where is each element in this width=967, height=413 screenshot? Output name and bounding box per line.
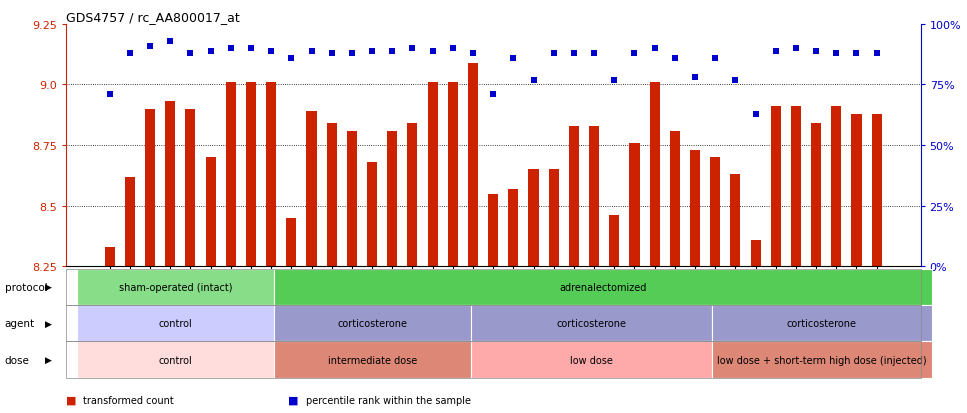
Text: ■: ■: [66, 394, 76, 405]
Text: agent: agent: [5, 318, 35, 328]
Text: low dose + short-term high dose (injected): low dose + short-term high dose (injecte…: [718, 355, 926, 365]
Point: [365, 48, 380, 55]
Text: sham-operated (intact): sham-operated (intact): [119, 282, 232, 292]
Point: [485, 92, 501, 98]
Bar: [246, 83, 256, 267]
Bar: [448, 83, 457, 267]
Text: control: control: [159, 318, 192, 328]
Bar: [750, 240, 761, 267]
Bar: [529, 170, 539, 267]
Bar: [387, 131, 397, 267]
Point: [142, 43, 158, 50]
Bar: [165, 102, 175, 267]
Bar: [871, 114, 882, 267]
Bar: [852, 114, 862, 267]
Text: low dose: low dose: [571, 355, 613, 365]
Point: [425, 48, 440, 55]
Point: [102, 92, 117, 98]
Text: GDS4757 / rc_AA800017_at: GDS4757 / rc_AA800017_at: [66, 11, 240, 24]
Bar: [832, 107, 841, 267]
Text: intermediate dose: intermediate dose: [328, 355, 417, 365]
Bar: [125, 177, 134, 267]
Bar: [206, 158, 216, 267]
Text: protocol: protocol: [5, 282, 47, 292]
Point: [606, 77, 622, 84]
Point: [808, 48, 824, 55]
Bar: [670, 131, 680, 267]
Point: [526, 77, 542, 84]
Bar: [367, 163, 377, 267]
Point: [829, 50, 844, 57]
Point: [586, 50, 601, 57]
Point: [566, 50, 581, 57]
Text: ■: ■: [288, 394, 299, 405]
Bar: [730, 175, 741, 267]
Text: control: control: [159, 355, 192, 365]
Point: [283, 55, 299, 62]
Bar: [589, 126, 600, 267]
Point: [869, 50, 885, 57]
Bar: [266, 83, 277, 267]
Text: adrenalectomized: adrenalectomized: [559, 282, 647, 292]
Point: [849, 50, 864, 57]
Point: [203, 48, 219, 55]
Bar: [488, 194, 498, 267]
Text: corticosterone: corticosterone: [787, 318, 857, 328]
Bar: [771, 107, 780, 267]
Point: [727, 77, 743, 84]
Bar: [509, 189, 518, 267]
Bar: [327, 124, 337, 267]
Bar: [690, 151, 700, 267]
Point: [405, 46, 421, 52]
Point: [183, 50, 198, 57]
Point: [344, 50, 360, 57]
Point: [747, 111, 763, 118]
Bar: [468, 64, 478, 267]
Point: [708, 55, 723, 62]
Text: dose: dose: [5, 355, 30, 365]
Point: [304, 48, 319, 55]
Bar: [548, 170, 559, 267]
Point: [162, 38, 178, 45]
Point: [647, 46, 662, 52]
Point: [688, 75, 703, 81]
Bar: [286, 218, 296, 267]
Point: [768, 48, 783, 55]
Text: corticosterone: corticosterone: [557, 318, 627, 328]
Point: [788, 46, 804, 52]
Bar: [145, 109, 155, 267]
Bar: [569, 126, 579, 267]
Bar: [791, 107, 801, 267]
Text: corticosterone: corticosterone: [337, 318, 408, 328]
Text: transformed count: transformed count: [83, 394, 174, 405]
Point: [244, 46, 259, 52]
Point: [667, 55, 683, 62]
Point: [546, 50, 562, 57]
Bar: [811, 124, 821, 267]
Point: [385, 48, 400, 55]
Bar: [650, 83, 659, 267]
Bar: [407, 124, 418, 267]
Bar: [609, 216, 619, 267]
Bar: [347, 131, 357, 267]
Point: [324, 50, 339, 57]
Point: [263, 48, 278, 55]
Point: [223, 46, 239, 52]
Point: [445, 46, 460, 52]
Text: percentile rank within the sample: percentile rank within the sample: [306, 394, 471, 405]
Text: ▶: ▶: [44, 355, 52, 364]
Point: [506, 55, 521, 62]
Bar: [630, 143, 639, 267]
Bar: [710, 158, 720, 267]
Point: [122, 50, 137, 57]
Bar: [104, 247, 115, 267]
Point: [627, 50, 642, 57]
Bar: [225, 83, 236, 267]
Bar: [307, 112, 316, 267]
Bar: [427, 83, 438, 267]
Text: ▶: ▶: [44, 319, 52, 328]
Point: [465, 50, 481, 57]
Bar: [186, 109, 195, 267]
Text: ▶: ▶: [44, 282, 52, 292]
